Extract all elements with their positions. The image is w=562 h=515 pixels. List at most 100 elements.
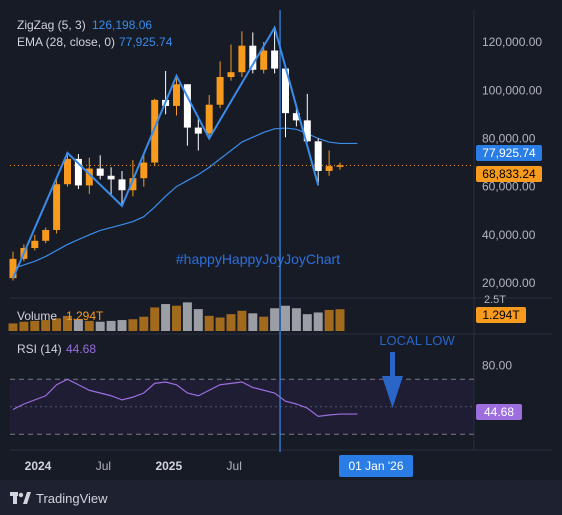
legend-rsi[interactable]: RSI (14) 44.68 (17, 342, 96, 356)
cursor-date-badge: 01 Jan '26 (339, 455, 413, 477)
last-price-badge: 68,833.24 (476, 166, 542, 182)
candle (194, 119, 202, 151)
volume-bar (302, 314, 312, 331)
candle (271, 27, 279, 74)
candle (140, 154, 148, 187)
volume-bar (193, 309, 203, 331)
candle (74, 154, 82, 190)
candle (85, 157, 93, 194)
candle (118, 170, 126, 206)
volume-bar (182, 302, 192, 331)
legend-volume-value: 1.294T (66, 309, 104, 323)
volume-bar (204, 315, 214, 331)
legend-ema[interactable]: EMA (28, close, 0) 77,925.74 (17, 35, 173, 49)
candle-body (271, 50, 279, 69)
candles (9, 27, 344, 281)
candle-body (74, 158, 82, 186)
volume-bar (226, 314, 236, 331)
candle-body (303, 120, 311, 142)
price-tick-label: 100,000.00 (482, 83, 542, 97)
candle-body (9, 258, 17, 279)
candle (303, 93, 311, 143)
candle-body (227, 72, 235, 78)
candle (173, 75, 180, 116)
rsi-badge: 44.68 (476, 404, 522, 420)
volume-bar (259, 316, 269, 331)
candle-body (96, 168, 104, 176)
watermark-text: #happyHappyJoyJoyChart (176, 251, 340, 267)
zigzag-line (12, 25, 320, 279)
volume-bar (117, 320, 127, 331)
volume-bar (30, 320, 40, 331)
candle (249, 32, 257, 74)
volume-bars (8, 302, 345, 331)
tradingview-logo[interactable]: TradingView (10, 490, 108, 506)
volume-bar (270, 308, 280, 331)
volume-bar (215, 317, 225, 331)
tradingview-logo-icon (10, 492, 31, 504)
candle (282, 64, 289, 138)
volume-bar (237, 310, 247, 331)
rsi-badge-text: 44.68 (484, 405, 514, 419)
ema-price-badge: 77,925.74 (476, 145, 542, 161)
candle (325, 150, 333, 176)
price-tick-label: 120,000.00 (482, 35, 542, 49)
legend-rsi-label: RSI (14) (17, 342, 62, 356)
price-tick-label: 40,000.00 (482, 228, 536, 242)
tradingview-logo-text: TradingView (36, 490, 108, 506)
volume-bar (161, 304, 171, 331)
candle-body (282, 68, 289, 114)
candle-body (194, 127, 202, 134)
candle (107, 167, 115, 197)
candle-body (183, 84, 191, 128)
volume-bar (172, 305, 181, 331)
ema-line (12, 127, 358, 270)
volume-bar (313, 312, 323, 331)
candle (205, 95, 213, 139)
candle-body (336, 165, 344, 167)
candle (238, 31, 246, 78)
volume-bar (106, 320, 116, 331)
volume-bar (84, 320, 94, 331)
volume-badge-text: 1.294T (482, 308, 520, 322)
candle (31, 234, 39, 251)
candle (183, 84, 191, 146)
candle-body (118, 179, 126, 191)
last-price-badge-text: 68,833.24 (482, 167, 536, 181)
price-tick-label: 80,000.00 (482, 131, 536, 145)
ema-price-badge-text: 77,925.74 (482, 146, 536, 160)
volume-bar (19, 321, 29, 331)
candle-body (260, 50, 268, 70)
candle (53, 179, 61, 234)
candle (216, 61, 224, 109)
chart-canvas[interactable]: 120,000.00 100,000.00 80,000.00 60,000.00 40… (0, 0, 562, 480)
volume-bar (248, 313, 258, 331)
price-tick-label: 60,000.00 (482, 180, 536, 194)
legend-volume[interactable]: Volume 1.294T (17, 309, 104, 323)
candle (96, 155, 104, 180)
legend-rsi-value: 44.68 (66, 342, 96, 356)
candle-body (64, 158, 71, 185)
candle-body (42, 229, 50, 241)
candle-body (325, 166, 333, 171)
rsi-axis-ticks: 80.00 (482, 359, 512, 373)
volume-bar (41, 320, 51, 331)
candle (314, 138, 322, 186)
candle (227, 44, 235, 81)
candle-body (129, 178, 137, 191)
local-low-arrow-icon[interactable] (382, 352, 403, 408)
candle-body (238, 45, 246, 73)
time-axis-labels: 2024Jul2025JulJul (25, 459, 373, 473)
candle-body (140, 162, 148, 179)
candle-body (107, 175, 115, 180)
rsi-tick-label: 80.00 (482, 359, 512, 373)
volume-bar (95, 321, 105, 331)
legend-zigzag[interactable]: ZigZag (5, 3) 126,198.06 (17, 18, 152, 32)
volume-bar (139, 316, 149, 331)
local-low-annotation[interactable]: LOCAL LOW (379, 333, 455, 348)
price-tick-label: 20,000.00 (482, 276, 536, 290)
volume-scale-label: 2.5T (484, 294, 506, 306)
volume-bar (63, 315, 72, 331)
rsi-line (12, 378, 358, 418)
